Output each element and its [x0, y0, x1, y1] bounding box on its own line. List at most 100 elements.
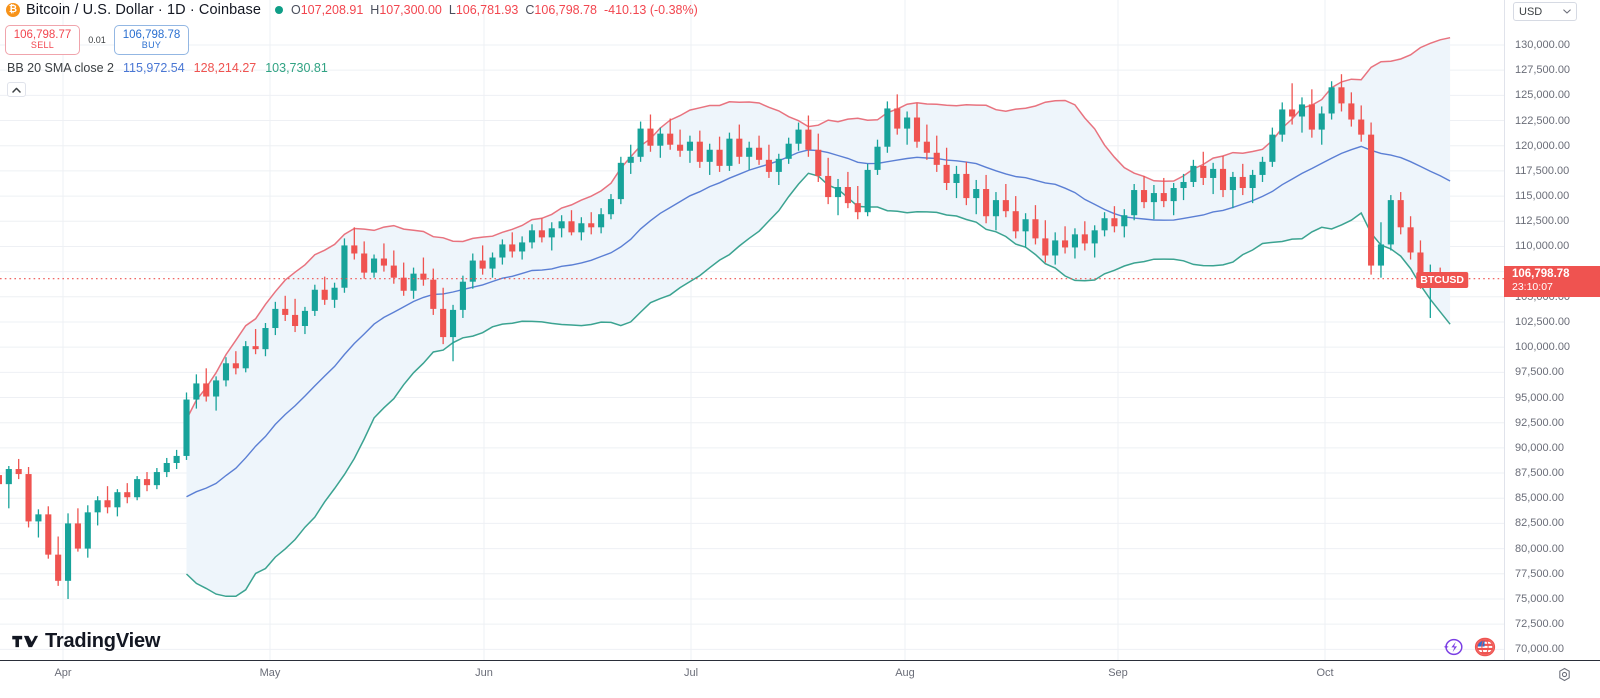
price-tick: 100,000.00	[1515, 341, 1571, 354]
indicator-legend-bollinger-bands[interactable]: BB 20 SMA close 2 115,972.54 128,214.27 …	[7, 61, 328, 75]
candle-body	[400, 277, 407, 291]
buy-button[interactable]: 106,798.78 BUY	[114, 25, 189, 55]
candle-body	[726, 138, 733, 166]
price-tick: 115,000.00	[1515, 190, 1570, 203]
candle-body	[1140, 190, 1148, 203]
ohlc-l: L106,781.93	[448, 3, 519, 17]
collapse-legend-button[interactable]	[7, 82, 26, 97]
candle-body	[825, 175, 832, 198]
candle-body	[894, 108, 901, 129]
candle-body	[1338, 87, 1345, 104]
candle-body	[232, 363, 239, 369]
candle-body	[963, 173, 970, 199]
symbol-badge: BTCUSD	[1416, 271, 1468, 288]
time-axis[interactable]: Apr May Jun Jul Aug Sep Oct	[0, 660, 1600, 698]
time-tick: Aug	[895, 667, 915, 679]
candle-body	[351, 245, 358, 254]
candle-body	[588, 223, 595, 228]
clock-icon[interactable]	[1557, 667, 1572, 682]
price-tick: 95,000.00	[1515, 391, 1564, 404]
candle-body	[321, 289, 328, 300]
candle-body	[124, 492, 131, 498]
candle-body	[1062, 240, 1069, 248]
sell-price: 106,798.77	[13, 28, 72, 41]
candle-body	[509, 244, 516, 252]
candle-body	[1002, 200, 1009, 212]
quantity-input[interactable]: 0.01	[88, 35, 106, 45]
candle-body	[667, 133, 674, 145]
candle-body	[341, 245, 348, 288]
candle-body	[627, 156, 634, 163]
indicator-basis-value: 115,972.54	[123, 61, 185, 75]
candle-body	[380, 258, 387, 266]
candle-body	[1180, 181, 1187, 189]
candle-body	[1121, 215, 1128, 227]
trade-buttons: 106,798.77 SELL 0.01 106,798.78 BUY	[5, 25, 189, 55]
candle-body	[163, 462, 170, 473]
symbol-title[interactable]: Bitcoin / U.S. Dollar · 1D · Coinbase	[26, 2, 261, 18]
us-flag-globe-icon[interactable]	[1473, 636, 1497, 658]
candle-body	[1368, 134, 1375, 266]
candle-body	[775, 158, 782, 172]
candle-body	[686, 141, 694, 151]
candle-body	[696, 141, 703, 162]
indicator-lower-value: 103,730.81	[265, 61, 328, 75]
price-chart-canvas[interactable]	[0, 0, 1504, 660]
candle-body	[1348, 103, 1355, 120]
candle-body	[1269, 134, 1276, 162]
sell-label: SELL	[30, 40, 55, 51]
candle-body	[272, 308, 279, 329]
candle-body	[844, 187, 851, 204]
candle-body	[657, 133, 664, 146]
candle-body	[1377, 244, 1385, 266]
sell-button[interactable]: 106,798.77 SELL	[5, 25, 80, 55]
candle-body	[262, 328, 269, 350]
candle-body	[420, 273, 427, 280]
price-tick: 85,000.00	[1515, 492, 1564, 505]
candle-body	[795, 129, 802, 144]
candle-body	[854, 203, 861, 213]
price-tick: 127,500.00	[1515, 64, 1571, 77]
price-tick: 97,500.00	[1515, 366, 1564, 379]
candle-body	[173, 455, 180, 463]
candle-body	[213, 380, 220, 397]
candle-body	[479, 260, 486, 269]
time-tick: Jul	[683, 667, 699, 679]
candle-body	[84, 512, 91, 549]
price-tick: 102,500.00	[1515, 315, 1571, 328]
candle-body	[874, 146, 881, 170]
candle-body	[252, 346, 259, 350]
candle-body	[1387, 200, 1394, 245]
candle-body	[449, 309, 457, 338]
candle-body	[805, 129, 812, 150]
price-tick: 112,500.00	[1515, 215, 1570, 228]
candle-body	[677, 144, 684, 151]
currency-selector[interactable]: USD	[1513, 2, 1577, 21]
candle-body	[1170, 188, 1177, 202]
candle-body	[598, 214, 605, 228]
candle-body	[134, 479, 141, 498]
candle-body	[15, 469, 22, 475]
candle-body	[815, 149, 822, 176]
ai-sparkle-icon[interactable]	[1442, 636, 1464, 658]
chart-corner-badges	[1442, 636, 1497, 658]
candle-body	[568, 221, 575, 233]
currency-label: USD	[1519, 5, 1543, 18]
candle-body	[538, 230, 545, 238]
candle-body	[440, 308, 447, 338]
price-tick: 82,500.00	[1515, 517, 1564, 530]
candle-body	[1022, 219, 1029, 232]
candle-body	[834, 187, 842, 198]
price-tick: 80,000.00	[1515, 542, 1564, 555]
candle-body	[64, 523, 72, 581]
ohlc-o: O107,208.91	[290, 3, 364, 17]
chevron-down-icon	[1563, 9, 1571, 14]
price-axis[interactable]: USD 130,000.00 127,500.00 125,000.00 122,50…	[1504, 0, 1600, 660]
candle-body	[1012, 211, 1019, 232]
current-price-badge: 106,798.78 23:10:07	[1504, 265, 1600, 297]
candlestick-series[interactable]	[0, 74, 1454, 599]
candle-body	[193, 383, 200, 400]
bollinger-band-fill	[186, 37, 1451, 597]
candle-body	[1219, 168, 1227, 191]
candle-body	[1150, 193, 1157, 203]
